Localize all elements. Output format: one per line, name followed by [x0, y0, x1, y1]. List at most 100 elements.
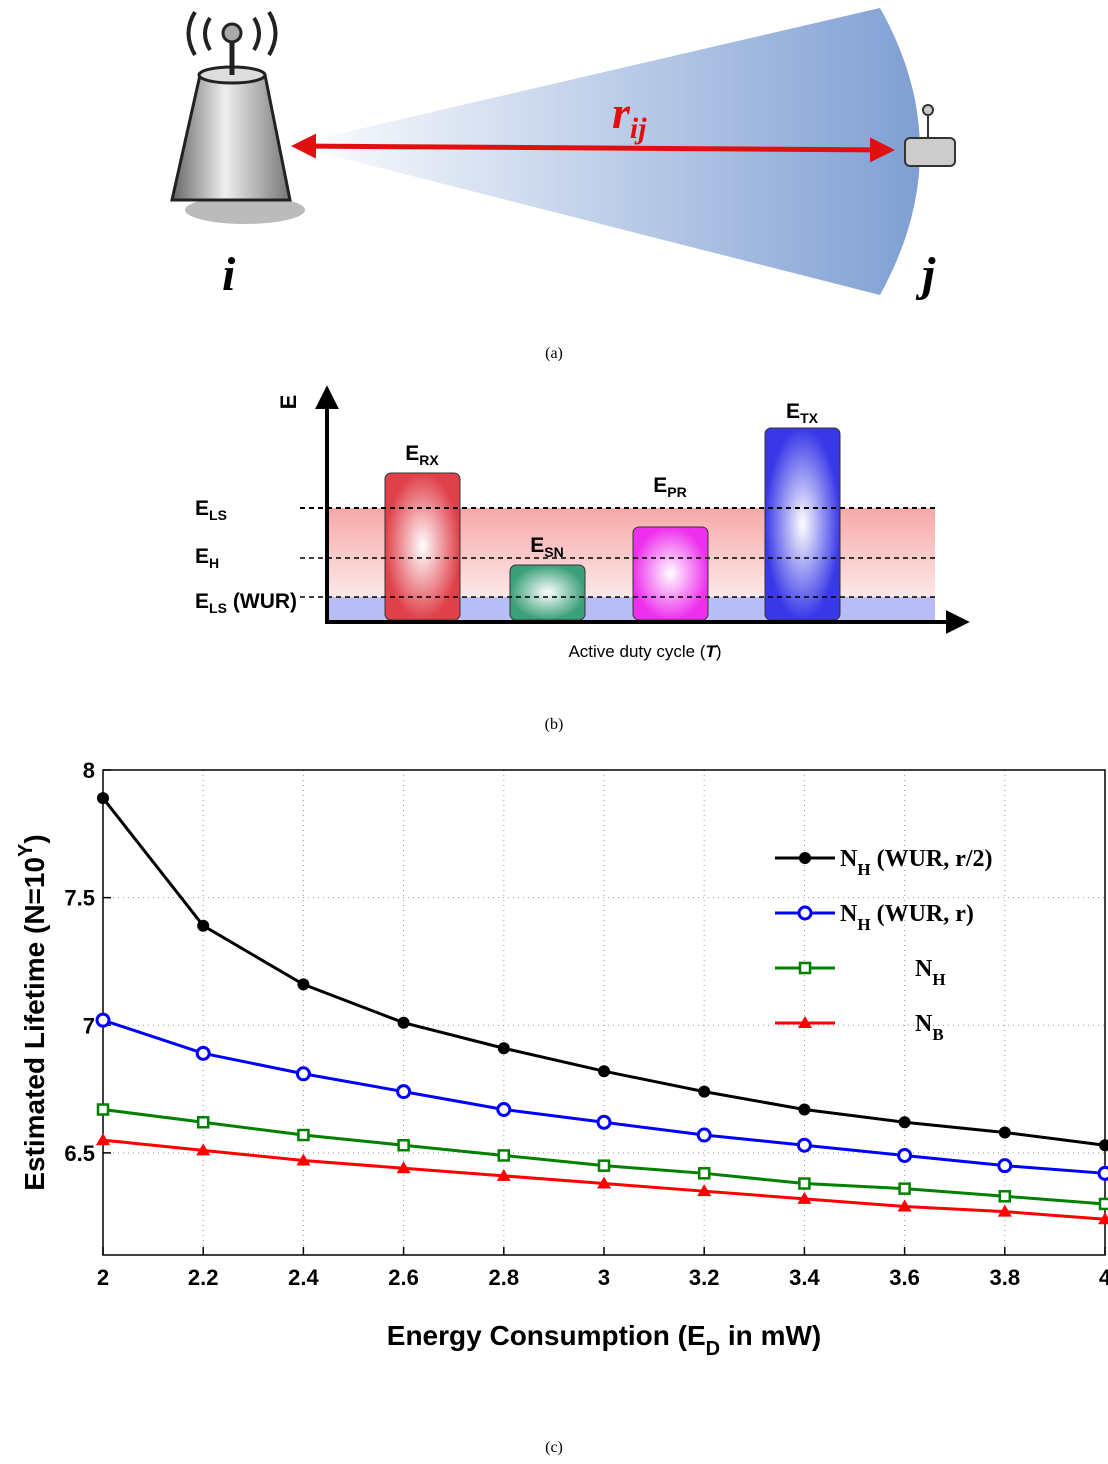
legend-entry-part: H	[857, 915, 870, 934]
caption-a: (a)	[545, 345, 563, 362]
legend-entry: NH (WUR, r/2)	[840, 846, 993, 879]
marker	[997, 1204, 1012, 1217]
signal-waves	[186, 10, 278, 57]
level-label-part: (WUR)	[233, 590, 297, 613]
level-label: EH	[195, 545, 219, 571]
marker	[497, 1149, 511, 1162]
marker	[697, 1184, 712, 1197]
x-axis-title-part: Energy Consumption (E	[387, 1320, 706, 1351]
level-label: ELS	[195, 497, 227, 523]
marker	[1099, 1139, 1108, 1152]
legend-entry: NB	[915, 1011, 944, 1044]
level-label-part: E	[195, 545, 209, 568]
marker	[798, 1177, 811, 1190]
marker	[998, 1126, 1011, 1139]
block-label: ERX	[405, 442, 439, 468]
marker	[598, 1065, 610, 1078]
x-tick-label: 2.6	[388, 1265, 419, 1290]
level-label-part: E	[195, 590, 209, 613]
block-label-part: RX	[419, 452, 439, 468]
block-label: ESN	[530, 534, 563, 560]
marker	[195, 1045, 211, 1061]
distance-label: rij	[612, 87, 647, 145]
marker	[197, 919, 210, 932]
x-tick-label: 2.8	[489, 1265, 520, 1290]
marker	[297, 1128, 310, 1142]
block-label-part: E	[653, 474, 667, 497]
marker	[296, 1153, 311, 1166]
marker	[798, 1016, 812, 1028]
legend-entry: NH (WUR, r)	[840, 901, 974, 934]
marker	[897, 1147, 913, 1163]
legend-entry-part: H	[857, 860, 870, 879]
caption-c: (c)	[545, 1439, 563, 1456]
x-axis-title-part: in mW)	[720, 1320, 821, 1351]
distance-symbol: r	[612, 87, 631, 138]
marker	[898, 1182, 911, 1195]
level-label-part: LS	[209, 600, 227, 616]
tower-shadow	[185, 196, 305, 224]
node-j-device	[904, 137, 956, 167]
marker	[1097, 1165, 1108, 1181]
marker	[497, 1042, 510, 1055]
distance-subscript: ij	[630, 112, 647, 145]
marker	[698, 1085, 711, 1098]
block-label-part: TX	[800, 410, 819, 426]
legend-entry-part: H	[932, 970, 945, 989]
x-tick-label: 2.2	[188, 1265, 219, 1290]
marker	[597, 1159, 611, 1172]
marker	[397, 1138, 410, 1152]
node-i-label: i	[222, 248, 236, 301]
block-rx	[384, 472, 461, 621]
axis-x-text: Active duty cycle (	[568, 642, 705, 661]
marker	[95, 1012, 111, 1028]
y-tick-label: 8	[83, 758, 95, 783]
legend-entry-part: B	[932, 1025, 943, 1044]
marker	[798, 1103, 811, 1116]
legend-entry-part: (WUR, r/2)	[877, 846, 993, 872]
x-axis-title-part: D	[706, 1338, 720, 1360]
diagram-a: rij i j (a)	[170, 8, 956, 362]
legend-entry-part: (WUR, r)	[877, 901, 974, 927]
marker	[798, 961, 812, 975]
x-tick-label: 3	[598, 1265, 610, 1290]
x-tick-label: 2	[97, 1265, 109, 1290]
block-label-part: PR	[667, 484, 686, 500]
distance-arrow	[291, 133, 895, 163]
block-sn	[509, 564, 586, 621]
marker	[396, 1161, 411, 1174]
y-axis-title: Estimated Lifetime (N=10Y)	[15, 834, 50, 1190]
axis-y-label: E	[276, 395, 301, 410]
node-j-label: j	[915, 248, 936, 301]
y-axis-title-part: Estimated Lifetime (N=10	[19, 857, 50, 1191]
marker	[997, 1158, 1013, 1174]
block-label-part: E	[530, 534, 544, 557]
legend-entry-part: N	[915, 1011, 933, 1037]
legend-entry: NH	[915, 956, 946, 989]
marker	[295, 1066, 311, 1082]
y-tick-label: 7.5	[64, 886, 95, 911]
y-axis-title-part: )	[19, 834, 50, 843]
plot-frame	[102, 769, 1106, 1256]
block-tx	[764, 427, 841, 621]
level-label-part: LS	[209, 507, 227, 523]
axis-x-var: T	[705, 642, 717, 661]
y-axis-title-part: Y	[15, 843, 37, 857]
x-tick-label: 4	[1099, 1265, 1108, 1290]
block-label-part: SN	[544, 544, 563, 560]
block-pr	[632, 526, 709, 621]
marker	[597, 1176, 611, 1189]
block-label-part: E	[405, 442, 419, 465]
node-j-tip	[922, 104, 934, 116]
y-tick-label: 7	[83, 1013, 95, 1038]
marker	[898, 1116, 911, 1129]
marker	[696, 1127, 712, 1143]
marker	[396, 1084, 412, 1100]
caption-b: (b)	[545, 716, 564, 733]
marker	[196, 1143, 211, 1156]
antenna-tip	[221, 22, 243, 44]
